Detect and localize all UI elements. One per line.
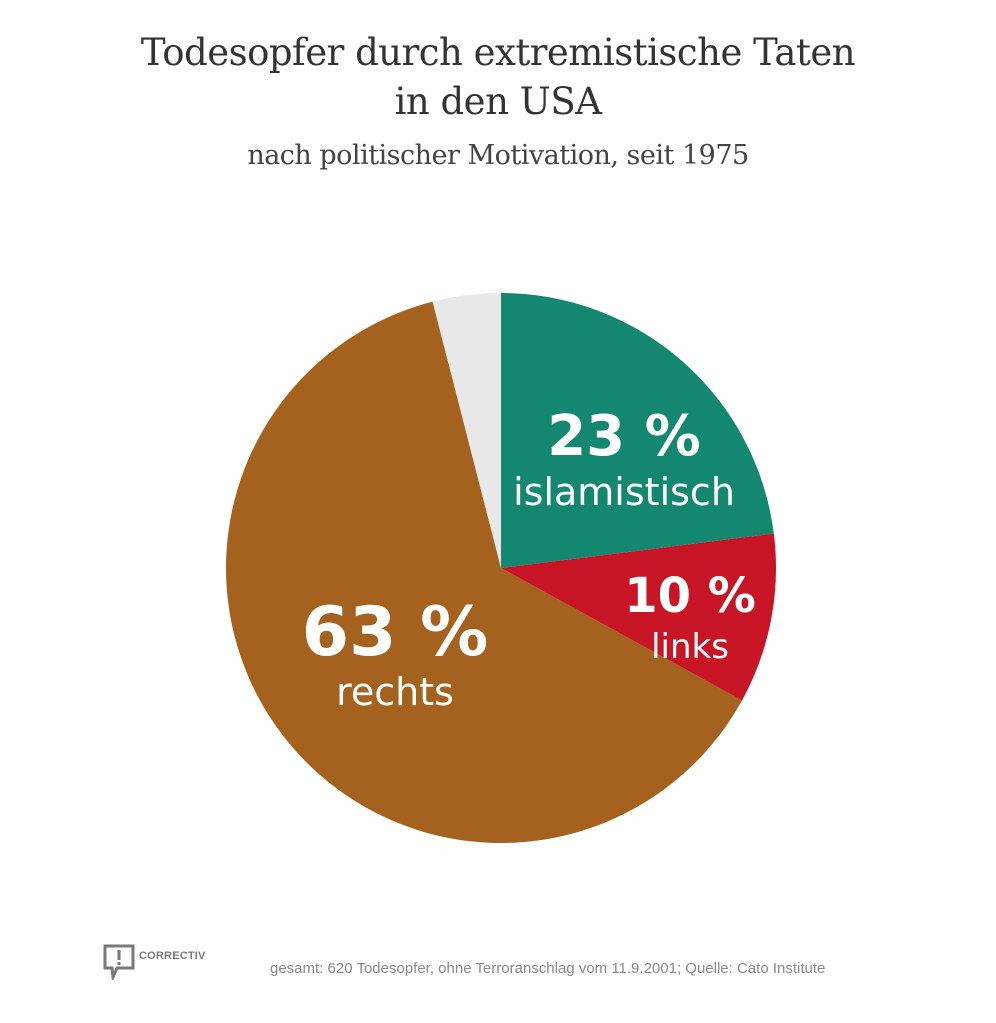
logo-text: CORRECTIV bbox=[139, 950, 206, 962]
pie-slice-islamistisch bbox=[501, 293, 774, 568]
speech-bubble-exclamation-icon bbox=[103, 944, 135, 980]
data-label-value-islamistisch: 23 % bbox=[547, 404, 701, 469]
pie-slice-links bbox=[501, 533, 776, 701]
pie-slice-rechts bbox=[226, 301, 742, 843]
correctiv-logo: CORRECTIV bbox=[103, 944, 206, 980]
chart-title-line-2: in den USA bbox=[394, 80, 602, 123]
data-label-value-links: 10 % bbox=[624, 568, 756, 624]
data-label-name-links: links bbox=[651, 627, 729, 667]
chart-title-line-1: Todesopfer durch extremistische Taten bbox=[140, 31, 856, 74]
data-label-value-rechts: 63 % bbox=[302, 593, 488, 672]
chart-subtitle: nach politischer Motivation, seit 1975 bbox=[247, 140, 749, 171]
pie-slice-sonstige bbox=[432, 293, 501, 568]
chart-title: Todesopfer durch extremistische Taten in… bbox=[0, 28, 996, 126]
data-label-name-islamistisch: islamistisch bbox=[513, 470, 735, 514]
footer-note: gesamt: 620 Todesopfer, ohne Terroransch… bbox=[270, 960, 826, 977]
data-label-name-rechts: rechts bbox=[336, 670, 454, 714]
